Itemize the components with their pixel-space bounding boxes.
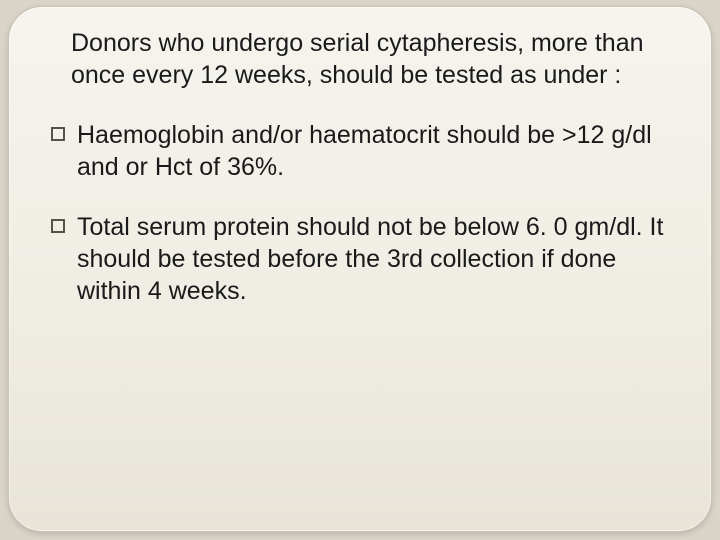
- bullet-text: Haemoglobin and/or haematocrit should be…: [77, 119, 669, 183]
- intro-paragraph: Donors who undergo serial cytapheresis, …: [71, 27, 669, 91]
- square-bullet-icon: [51, 127, 65, 141]
- bullet-text: Total serum protein should not be below …: [77, 211, 669, 307]
- slide-card: Donors who undergo serial cytapheresis, …: [8, 6, 712, 532]
- square-bullet-icon: [51, 219, 65, 233]
- bullet-item: Total serum protein should not be below …: [51, 211, 669, 307]
- bullet-item: Haemoglobin and/or haematocrit should be…: [51, 119, 669, 183]
